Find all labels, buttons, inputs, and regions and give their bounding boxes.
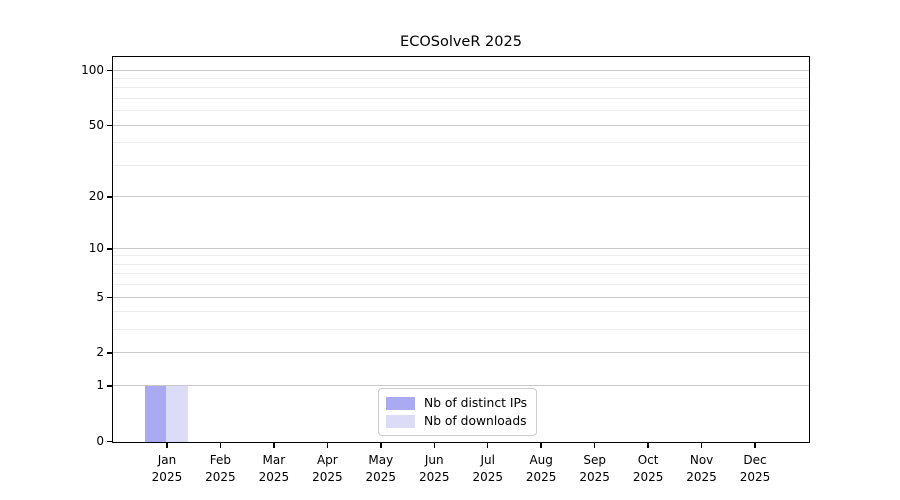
x-tick-mark bbox=[273, 442, 275, 448]
legend-item-downloads: Nb of downloads bbox=[386, 412, 527, 430]
x-tick-mark bbox=[700, 442, 703, 448]
minor-gridline bbox=[113, 97, 809, 99]
x-tick-label: May 2025 bbox=[365, 453, 397, 484]
minor-gridline bbox=[113, 87, 809, 89]
legend: Nb of distinct IPs Nb of downloads bbox=[378, 388, 538, 436]
bar-downloads-jan bbox=[166, 386, 188, 442]
legend-label: Nb of distinct IPs bbox=[424, 396, 528, 410]
x-tick-label: Aug 2025 bbox=[525, 453, 557, 484]
y-tick-label: 100 bbox=[81, 62, 104, 77]
minor-gridline bbox=[113, 110, 809, 112]
minor-gridline bbox=[113, 78, 809, 80]
x-tick-mark bbox=[433, 442, 436, 448]
y-tick-label: 50 bbox=[88, 117, 104, 132]
legend-label: Nb of downloads bbox=[424, 414, 527, 428]
minor-gridline bbox=[113, 142, 809, 144]
minor-gridline bbox=[113, 284, 809, 286]
major-gridline bbox=[113, 384, 809, 386]
minor-gridline bbox=[113, 164, 809, 166]
x-tick-mark bbox=[326, 442, 329, 448]
x-tick-label: Oct 2025 bbox=[632, 453, 664, 484]
legend-swatch-icon bbox=[386, 414, 415, 428]
minor-gridline bbox=[113, 311, 809, 313]
y-tick-label: 1 bbox=[96, 377, 104, 392]
x-tick-mark bbox=[486, 442, 489, 448]
y-tick-mark bbox=[107, 196, 112, 198]
major-gridline bbox=[113, 247, 809, 249]
x-tick-mark bbox=[754, 442, 756, 448]
x-tick-label: Sep 2025 bbox=[579, 453, 610, 484]
y-tick-label: 2 bbox=[96, 345, 104, 360]
legend-swatch-icon bbox=[386, 396, 415, 410]
x-tick-mark bbox=[380, 442, 382, 448]
y-tick-mark bbox=[107, 69, 112, 72]
x-tick-label: Jan 2025 bbox=[151, 453, 183, 484]
y-tick-mark bbox=[107, 440, 112, 443]
x-tick-mark bbox=[540, 442, 542, 448]
y-tick-mark bbox=[107, 248, 112, 250]
y-tick-mark bbox=[107, 296, 112, 299]
y-tick-label: 10 bbox=[88, 240, 104, 255]
x-tick-label: Jun 2025 bbox=[418, 453, 450, 484]
plot-area: Nb of distinct IPs Nb of downloads bbox=[112, 56, 810, 443]
legend-item-distinct-ips: Nb of distinct IPs bbox=[386, 394, 527, 412]
bar-distinct-ips-jan bbox=[145, 386, 167, 442]
major-gridline bbox=[113, 352, 809, 354]
minor-gridline bbox=[113, 263, 809, 265]
x-tick-label: Apr 2025 bbox=[312, 453, 343, 484]
x-tick-label: Mar 2025 bbox=[258, 453, 290, 484]
x-tick-label: Nov 2025 bbox=[686, 453, 717, 484]
chart-title: ECOSolveR 2025 bbox=[400, 34, 522, 50]
major-gridline bbox=[113, 69, 809, 71]
major-gridline bbox=[113, 296, 809, 298]
minor-gridline bbox=[113, 255, 809, 257]
minor-gridline bbox=[113, 329, 809, 331]
y-tick-mark bbox=[107, 385, 112, 387]
x-tick-label: Jul 2025 bbox=[472, 453, 503, 484]
y-tick-label: 5 bbox=[96, 289, 104, 304]
y-tick-mark bbox=[107, 124, 112, 127]
y-tick-mark bbox=[107, 352, 112, 354]
y-tick-label: 20 bbox=[88, 188, 104, 203]
major-gridline bbox=[113, 195, 809, 197]
x-tick-label: Feb 2025 bbox=[205, 453, 236, 484]
x-tick-mark bbox=[593, 442, 596, 448]
x-tick-mark bbox=[647, 442, 649, 448]
y-tick-label: 0 bbox=[96, 433, 104, 448]
minor-gridline bbox=[113, 273, 809, 275]
major-gridline bbox=[113, 124, 809, 126]
x-tick-mark bbox=[219, 442, 222, 448]
x-tick-label: Dec 2025 bbox=[739, 453, 771, 484]
x-tick-mark bbox=[166, 442, 168, 448]
